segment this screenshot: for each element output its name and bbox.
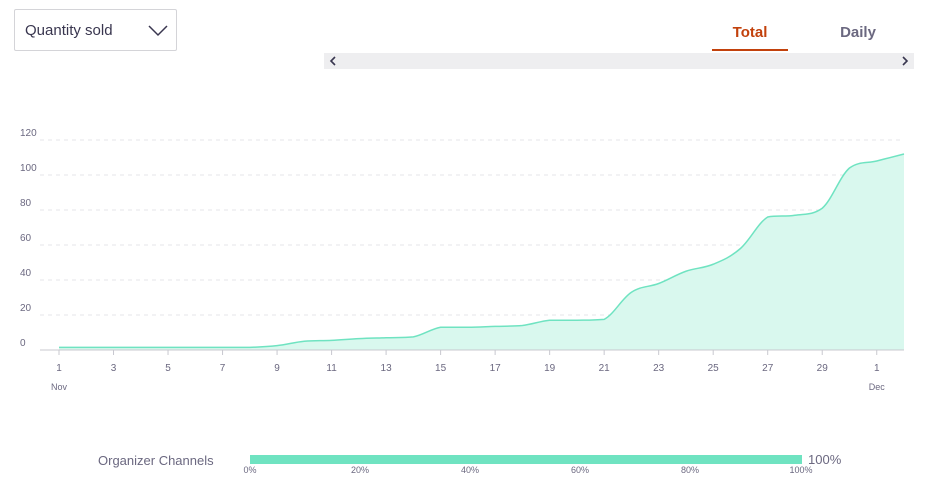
chevron-down-icon <box>148 25 168 37</box>
quantity-sold-area-chart: 0 20 40 60 80 100 120 1 Nov 3 5 7 9 11 13 15 17 19 21 23 25 2… <box>20 128 905 392</box>
x-tick-label: 11 <box>326 363 337 374</box>
metric-dropdown[interactable]: Quantity sold <box>14 9 177 51</box>
y-tick-label: 40 <box>20 268 32 279</box>
x-tick-label: 25 <box>708 363 720 374</box>
x-tick-label: 23 <box>653 363 665 374</box>
x-tick-label: 27 <box>762 363 774 374</box>
x-tick-label: 21 <box>599 363 611 374</box>
series-line <box>59 153 905 349</box>
y-tick-label: 100 <box>20 163 37 174</box>
x-tick-sublabel: Dec <box>869 382 886 392</box>
x-tick-label: 1 <box>56 363 62 374</box>
channels-bar-fill <box>250 455 802 464</box>
y-tick-label: 120 <box>20 128 37 139</box>
channels-percent: 100% <box>808 452 842 467</box>
y-tick-label: 60 <box>20 233 32 244</box>
chevron-right-icon[interactable] <box>899 55 911 67</box>
x-tick-label: 5 <box>165 363 171 374</box>
channels-bar-track <box>250 455 802 464</box>
x-tick-label: 19 <box>544 363 556 374</box>
channels-tick: 40% <box>460 465 480 475</box>
y-tick-label: 80 <box>20 198 32 209</box>
x-tick-label: 7 <box>220 363 226 374</box>
chart-scrollbar[interactable] <box>324 53 914 69</box>
view-tabs: Total Daily <box>700 24 920 52</box>
x-tick-label: 15 <box>435 363 447 374</box>
channels-tick: 20% <box>350 465 370 475</box>
x-tick-label: 13 <box>381 363 393 374</box>
x-tick-label: 3 <box>111 363 117 374</box>
channels-label: Organizer Channels <box>98 453 214 468</box>
area-fill <box>59 154 904 350</box>
tab-daily[interactable]: Daily <box>840 24 876 41</box>
x-tick-label: 1 <box>874 363 880 374</box>
metric-dropdown-label: Quantity sold <box>25 21 113 39</box>
y-tick-label: 0 <box>20 338 26 349</box>
x-tick-label: 29 <box>817 363 829 374</box>
organizer-channels: Organizer Channels 100% 0% 20% 40% 60% 8… <box>0 448 944 488</box>
channels-tick: 100% <box>789 465 813 475</box>
chevron-left-icon[interactable] <box>327 55 339 67</box>
channels-tick: 60% <box>570 465 590 475</box>
y-tick-label: 20 <box>20 303 32 314</box>
x-tick-label: 17 <box>490 363 502 374</box>
channels-tick: 80% <box>680 465 700 475</box>
tab-total[interactable]: Total <box>712 24 788 51</box>
x-tick-sublabel: Nov <box>51 382 68 392</box>
channels-tick: 0% <box>243 465 257 475</box>
x-tick-label: 9 <box>274 363 280 374</box>
